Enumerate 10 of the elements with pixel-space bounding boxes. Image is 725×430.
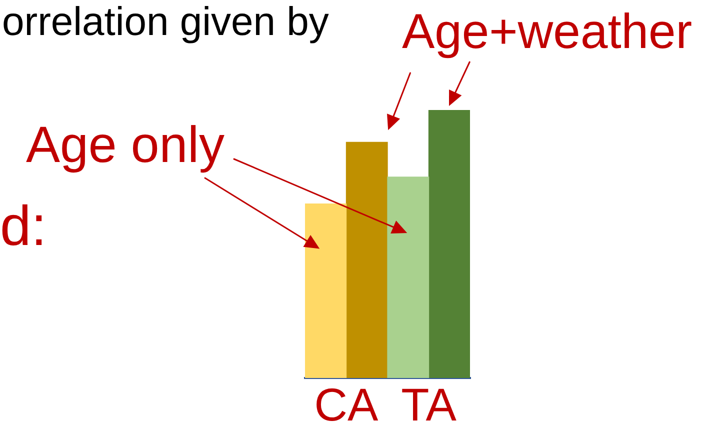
- x-tick-label: CA: [314, 378, 379, 430]
- text: orrelation given by: [2, 0, 329, 44]
- text: d:: [0, 194, 47, 257]
- bar: [428, 110, 470, 378]
- series-label: Age+weather: [402, 5, 692, 59]
- bar: [305, 203, 347, 378]
- bar: [346, 142, 388, 378]
- bar: [387, 176, 430, 378]
- x-tick-label: TA: [401, 378, 457, 430]
- series-label: Age only: [26, 116, 225, 173]
